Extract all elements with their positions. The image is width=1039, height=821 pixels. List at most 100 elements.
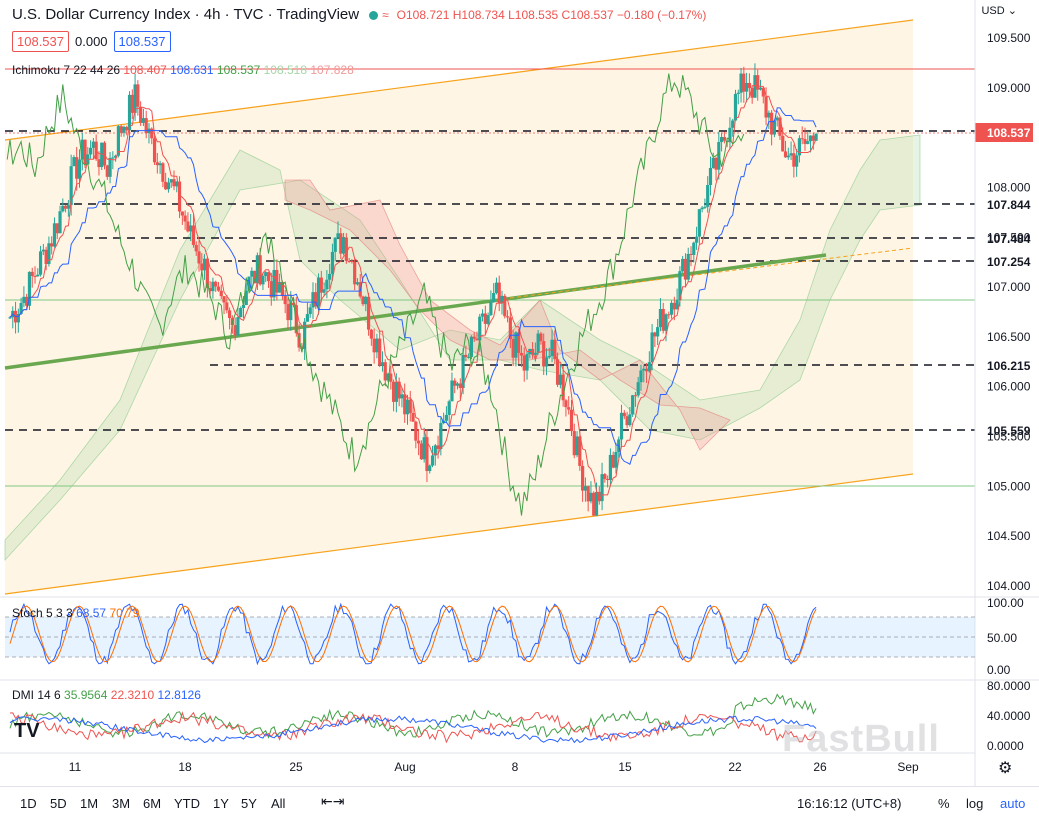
dmi-minus-line — [9, 711, 817, 744]
candle-body — [447, 401, 451, 415]
candle-body — [525, 354, 529, 371]
candle-body — [405, 399, 410, 415]
candle-body — [214, 281, 218, 287]
candle-body — [133, 84, 137, 113]
candle-body — [300, 347, 304, 349]
dmi-name: DMI 14 6 — [12, 688, 61, 702]
candle-body — [114, 155, 118, 158]
candle-body — [589, 492, 593, 502]
symbol-title[interactable]: U.S. Dollar Currency Index · 4h · TVC · … — [12, 6, 360, 23]
candle-body — [233, 325, 237, 336]
candle-body — [194, 244, 198, 252]
auto-toggle[interactable]: auto — [1000, 796, 1026, 811]
ichimoku-cloud — [4, 134, 921, 562]
compare-range-icon[interactable]: ⇤⇥ — [321, 793, 345, 809]
price-boxes: 108.537 0.000 108.537 — [12, 31, 171, 52]
candle-body — [619, 412, 624, 440]
candle-body — [44, 249, 48, 264]
candle-body — [205, 258, 209, 288]
candle-body — [155, 162, 159, 166]
buy-price-box[interactable]: 108.537 — [113, 31, 171, 52]
clock-time[interactable]: 16:16:12 (UTC+8) — [797, 796, 902, 811]
chevron-down-icon: ⌄ — [1007, 5, 1017, 17]
candle-body — [483, 313, 487, 324]
candle-body — [758, 87, 763, 90]
timeframe-1y[interactable]: 1Y — [213, 796, 229, 811]
candle-body — [697, 209, 701, 237]
dmi-legend[interactable]: DMI 14 6 35.9564 22.3210 12.8126 — [12, 688, 201, 702]
timeframe-5d[interactable]: 5D — [50, 796, 67, 811]
candle-body — [150, 128, 154, 139]
ichimoku-legend[interactable]: Ichimoku 7 22 44 26 108.407 108.631 108.… — [12, 63, 354, 77]
candle-body — [291, 302, 296, 306]
candle-body — [500, 295, 504, 304]
candle-body — [311, 292, 315, 308]
timeframe-5y[interactable]: 5Y — [241, 796, 257, 811]
candle-body — [408, 399, 412, 414]
candle-body — [391, 381, 396, 402]
timeframe-3m[interactable]: 3M — [112, 796, 131, 811]
time-tick: 18 — [178, 760, 192, 774]
stoch-d-line — [9, 605, 817, 663]
candle-body — [236, 317, 240, 336]
last-price-label-bg — [975, 123, 1033, 142]
timeframe-ytd[interactable]: YTD — [174, 796, 200, 811]
candle-body — [503, 295, 507, 317]
stoch-tick: 50.00 — [987, 631, 1017, 645]
time-tick: 15 — [618, 760, 632, 774]
percent-toggle[interactable]: % — [938, 796, 950, 811]
candle-body — [686, 253, 690, 280]
dmi-tick: 80.0000 — [987, 679, 1031, 693]
low-value: L108.535 — [508, 8, 559, 22]
candle-body — [339, 233, 343, 254]
candle-body — [480, 313, 485, 317]
candle-body — [403, 394, 407, 415]
gear-icon[interactable]: ⚙ — [998, 760, 1013, 777]
candle-body — [631, 395, 635, 415]
sell-price-box[interactable]: 108.537 — [12, 31, 69, 52]
timeframe-1d[interactable]: 1D — [20, 796, 37, 811]
candle-body — [739, 73, 743, 93]
candle-body — [430, 455, 435, 466]
kijun-line — [9, 107, 817, 465]
log-toggle[interactable]: log — [966, 796, 984, 811]
stoch-legend[interactable]: Stoch 5 3 3 68.57 70.79 — [12, 606, 139, 620]
candle-body — [778, 117, 782, 136]
candle-body — [72, 157, 76, 167]
price-chart[interactable]: 107.844 107.484 107.254 106.215 105.559 108.5… — [0, 0, 1039, 786]
candle-body — [383, 362, 387, 381]
candle-body — [581, 465, 585, 491]
candle-body — [600, 474, 604, 502]
candle-body — [400, 394, 404, 399]
timeframe-6m[interactable]: 6M — [143, 796, 162, 811]
candle-body — [647, 362, 651, 372]
candle-body — [547, 355, 551, 358]
candle-body — [508, 317, 512, 339]
candle-body — [625, 416, 629, 426]
channel-lower-line — [4, 473, 914, 595]
timeframe-1m[interactable]: 1M — [80, 796, 99, 811]
candle-body — [786, 155, 790, 158]
candle-body — [614, 451, 618, 468]
candle-body — [533, 352, 537, 355]
candle-body — [89, 147, 93, 155]
candle-body — [80, 139, 84, 160]
stoch-k: 68.57 — [76, 606, 107, 620]
candle-body — [77, 159, 82, 179]
ichimoku-v4: 108.518 — [263, 63, 308, 77]
candle-body — [219, 290, 223, 297]
stoch-k-line — [9, 602, 817, 666]
candle-body — [169, 179, 173, 183]
dmi-v1: 35.9564 — [64, 688, 108, 702]
candle-body — [30, 271, 34, 277]
candle-body — [644, 368, 649, 372]
candle-body — [700, 207, 704, 210]
currency-selector[interactable]: USD ⌄ — [981, 4, 1017, 17]
change-value: −0.180 (−0.17%) — [616, 8, 707, 22]
candle-body — [50, 243, 54, 247]
candle-body — [211, 281, 215, 292]
candle-body — [539, 333, 543, 342]
candle-body — [303, 321, 307, 349]
candle-body — [689, 253, 693, 255]
timeframe-all[interactable]: All — [271, 796, 286, 811]
